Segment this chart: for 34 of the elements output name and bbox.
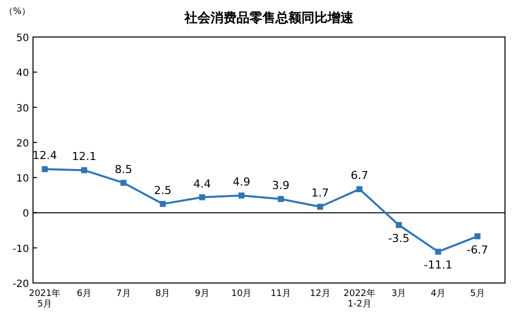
data-label: 2.5 [154, 184, 172, 197]
x-tick-label: 2022年 1-2月 [344, 288, 376, 310]
y-tick-label: 50 [16, 33, 29, 44]
x-tick-label: 10月 [231, 289, 252, 299]
y-tick-label: 40 [16, 68, 29, 80]
data-label: 6.7 [350, 169, 368, 182]
x-tick-label: 3月 [391, 289, 406, 299]
x-tick-label: 5月 [470, 289, 485, 299]
data-label: 12.1 [72, 150, 96, 164]
x-tick-label: 9月 [194, 289, 210, 299]
x-tick-label: 12月 [310, 289, 330, 299]
x-tick-label: 4月 [430, 289, 446, 299]
data-label: 4.9 [232, 175, 250, 188]
data-label: 3.9 [272, 179, 290, 192]
y-tick-label: -20 [12, 279, 29, 290]
x-tick-label: 8月 [155, 289, 170, 299]
x-tick-label: 11月 [270, 289, 292, 299]
y-tick-label: -10 [12, 244, 29, 255]
data-label: 8.5 [114, 162, 132, 176]
data-label: 4.4 [193, 177, 211, 190]
data-label: -3.5 [388, 232, 410, 246]
y-axis-title: （%） [4, 7, 31, 17]
x-tick-label: 7月 [116, 289, 131, 299]
y-tick-label: 10 [16, 174, 29, 185]
chart-title: 社会消费品零售总额同比增速 [184, 10, 354, 26]
data-label: -6.7 [466, 243, 488, 256]
y-tick-label: 30 [16, 103, 29, 114]
x-tick-label: 2021年 5月 [28, 288, 61, 310]
data-label: 12.4 [32, 149, 58, 162]
data-label: 1.7 [311, 186, 329, 200]
y-tick-label: 0 [22, 208, 29, 220]
x-tick-label: 6月 [76, 289, 92, 299]
data-label: -11.1 [424, 258, 452, 272]
y-tick-label: 20 [16, 138, 29, 150]
